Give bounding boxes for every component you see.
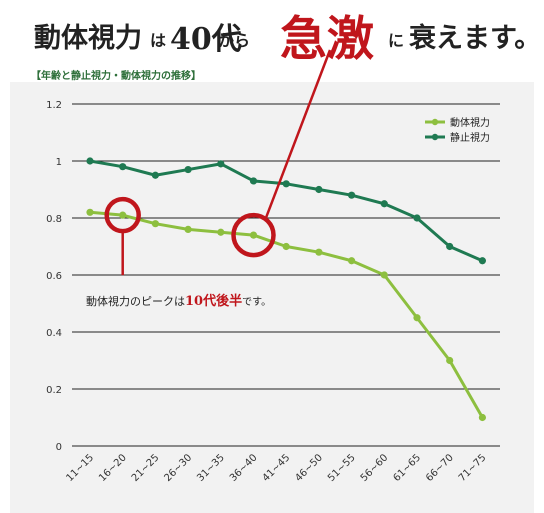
- title-part-2: は: [150, 31, 167, 50]
- y-tick-label: 0.6: [46, 271, 62, 282]
- x-tick-label: 46~50: [293, 452, 325, 484]
- annotation-highlight: 10代後半: [185, 294, 243, 309]
- title-part-4: から: [218, 31, 251, 50]
- data-point: [478, 257, 486, 265]
- x-tick-label: 36~40: [228, 452, 260, 484]
- data-point: [413, 314, 421, 322]
- y-tick-label: 0.8: [46, 214, 62, 225]
- title-part-6: に: [388, 31, 405, 50]
- x-tick-label: 21~25: [130, 452, 162, 484]
- data-point: [413, 214, 421, 222]
- data-point: [217, 160, 225, 168]
- data-point: [315, 248, 323, 256]
- legend-label: 静止視力: [450, 131, 490, 144]
- data-point: [151, 220, 159, 228]
- data-point: [119, 163, 127, 171]
- y-tick-label: 1: [56, 157, 62, 168]
- data-point: [86, 208, 94, 216]
- title-part-7: 衰えます。: [409, 23, 542, 54]
- data-point: [446, 356, 454, 365]
- title-part-3: 40代: [170, 22, 242, 57]
- data-point: [315, 185, 323, 194]
- y-tick-label: 1.2: [46, 100, 62, 111]
- data-point: [249, 177, 258, 185]
- x-tick-label: 71~75: [457, 452, 489, 484]
- data-point: [119, 211, 127, 219]
- x-tick-label: 16~20: [97, 452, 129, 484]
- data-point: [184, 225, 192, 233]
- x-tick-label: 61~65: [391, 452, 423, 484]
- annotation-suffix: です。: [242, 297, 272, 308]
- x-tick-label: 66~70: [424, 452, 456, 484]
- x-tick-label: 51~55: [326, 452, 358, 484]
- data-point: [86, 157, 94, 165]
- data-point: [151, 171, 159, 179]
- data-point: [478, 413, 486, 422]
- x-tick-label: 41~45: [261, 452, 293, 484]
- legend-marker: [431, 118, 439, 126]
- legend-label: 動体視力: [450, 116, 490, 129]
- y-tick-label: 0.4: [46, 328, 62, 339]
- data-point: [249, 231, 258, 239]
- x-tick-label: 11~15: [64, 452, 96, 484]
- chart-panel: [10, 82, 534, 513]
- data-point: [282, 242, 290, 251]
- data-point: [282, 180, 290, 188]
- data-point: [446, 242, 454, 251]
- annotation-prefix: 動体視力のピークは: [86, 295, 185, 308]
- peak-annotation: 動体視力のピークは10代後半です。: [86, 290, 271, 309]
- x-tick-label: 31~35: [195, 452, 227, 484]
- data-point: [184, 165, 192, 174]
- x-tick-label: 26~30: [163, 452, 195, 484]
- data-point: [217, 228, 225, 236]
- title-part-1: 動体視力: [34, 23, 142, 54]
- data-point: [380, 200, 388, 208]
- y-tick-label: 0: [56, 442, 62, 453]
- x-tick-label: 56~60: [359, 452, 391, 484]
- highlight-circle: [231, 212, 276, 258]
- title-leader: [264, 49, 332, 220]
- y-tick-label: 0.2: [46, 385, 62, 396]
- chart-subtitle: 【年齢と静止視力・動体視力の推移】: [31, 71, 201, 82]
- data-point: [348, 257, 356, 265]
- legend-marker: [431, 133, 439, 141]
- data-point: [348, 191, 356, 199]
- data-point: [380, 271, 388, 279]
